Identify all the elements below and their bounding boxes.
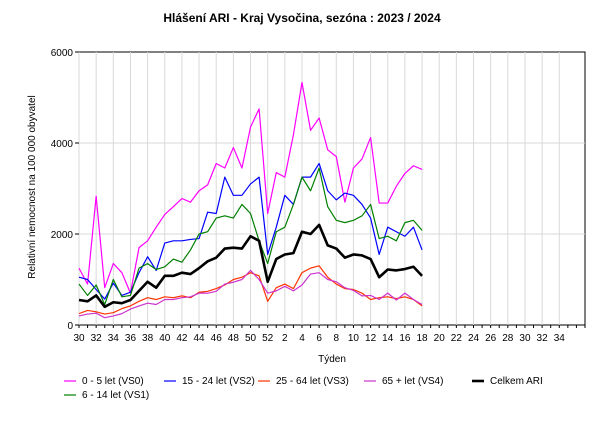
legend-label: 6 - 14 let (VS1) <box>82 390 149 401</box>
x-tick-label: 2 <box>282 333 288 344</box>
series-lines <box>78 81 423 319</box>
x-tick-label: 50 <box>245 333 257 344</box>
x-tick-label: 4 <box>299 333 305 344</box>
series-line <box>78 223 423 309</box>
legend-label: 15 - 24 let (VS2) <box>182 376 255 387</box>
x-tick-label: 26 <box>485 333 497 344</box>
y-axis-label: Relativní nemocnost na 100 000 obyvatel <box>27 95 38 278</box>
y-tick-label: 4000 <box>51 139 74 150</box>
legend-label: 25 - 64 let (VS3) <box>276 376 349 387</box>
x-tick-label: 8 <box>334 333 340 344</box>
x-tick-label: 14 <box>382 333 394 344</box>
x-tick-label: 48 <box>228 333 240 344</box>
x-tick-label: 32 <box>537 333 549 344</box>
y-tick-label: 2000 <box>51 230 74 241</box>
x-tick-label: 22 <box>451 333 463 344</box>
x-tick-label: 24 <box>468 333 480 344</box>
plot-frame <box>78 51 586 326</box>
x-tick-label: 42 <box>176 333 188 344</box>
x-tick-label: 20 <box>434 333 446 344</box>
x-tick-label: 40 <box>159 333 171 344</box>
x-tick-label: 52 <box>262 333 274 344</box>
x-tick-label: 30 <box>73 333 85 344</box>
x-tick-label: 18 <box>416 333 428 344</box>
x-tick-label: 38 <box>142 333 154 344</box>
y-tick-label: 0 <box>67 321 73 332</box>
chart-legend: 0 - 5 let (VS0) 15 - 24 let (VS2) 25 - 64 … <box>64 376 543 401</box>
y-tick-label: 6000 <box>51 48 74 59</box>
x-axis-label: Týden <box>318 354 346 365</box>
legend-label: 0 - 5 let (VS0) <box>82 376 144 387</box>
x-tick-label: 36 <box>125 333 137 344</box>
x-tick-label: 44 <box>194 333 206 344</box>
series-line <box>78 81 423 294</box>
x-tick-label: 10 <box>348 333 360 344</box>
series-line <box>78 167 423 306</box>
x-axis-ticks: 30 32 34 36 38 40 42 44 46 48 50 52 2 4 6 8 10 12 14 16 18 20… <box>73 325 586 344</box>
x-tick-label: 32 <box>91 333 103 344</box>
x-tick-label: 46 <box>211 333 223 344</box>
series-line <box>78 269 423 319</box>
x-tick-label: 28 <box>502 333 514 344</box>
x-tick-label: 6 <box>316 333 322 344</box>
x-tick-label: 30 <box>519 333 531 344</box>
x-tick-label: 12 <box>365 333 377 344</box>
x-tick-label: 16 <box>399 333 411 344</box>
y-axis-ticks: 0 2000 4000 6000 <box>51 48 79 332</box>
x-tick-label: 34 <box>554 333 566 344</box>
legend-label: 65 + let (VS4) <box>382 376 443 387</box>
x-tick-label: 34 <box>108 333 120 344</box>
chart-title: Hlášení ARI - Kraj Vysočina, sezóna : 20… <box>163 11 441 25</box>
legend-label: Celkem ARI <box>490 376 543 387</box>
